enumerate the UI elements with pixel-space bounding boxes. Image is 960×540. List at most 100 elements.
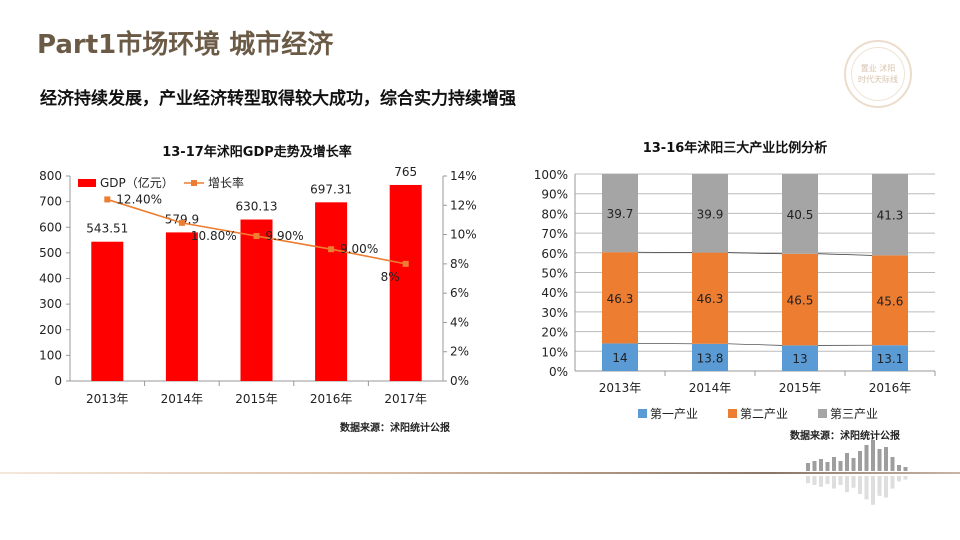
y-tick-label: 50% — [541, 267, 568, 281]
stacked-bar-segment — [872, 345, 908, 371]
x-tick-label: 2014年 — [689, 381, 732, 395]
skyline-reflection — [897, 476, 901, 482]
skyline-decoration — [806, 440, 908, 505]
legend-swatch — [728, 409, 737, 418]
seal-text-line: 置业 沭阳 — [860, 64, 896, 73]
skyline-reflection — [903, 476, 908, 480]
gdp-bar — [315, 202, 348, 381]
y-tick-label: 80% — [541, 207, 568, 221]
y-tick-label: 300 — [39, 297, 62, 311]
series-connector-line — [727, 343, 783, 346]
seal-text-line: 时代天际线 — [858, 75, 898, 84]
skyline-building — [838, 461, 843, 471]
growth-data-label: 10.80% — [191, 229, 237, 243]
gdp-bar — [240, 219, 273, 381]
skyline-reflection — [877, 476, 882, 496]
y-tick-label: 800 — [39, 169, 62, 183]
y2-tick-label: 2% — [450, 345, 469, 359]
skyline-reflection — [832, 476, 836, 489]
skyline-reflection — [845, 476, 849, 493]
y-tick-label: 100 — [39, 348, 62, 362]
stacked-bar-segment — [782, 253, 818, 346]
growth-marker — [328, 246, 335, 253]
growth-data-label: 9.90% — [266, 229, 304, 243]
legend-label: 第二产业 — [740, 407, 788, 421]
skyline-building — [825, 462, 830, 471]
skyline-building — [851, 458, 856, 471]
gdp-bar — [165, 232, 198, 381]
segment-data-label: 46.5 — [787, 294, 814, 308]
growth-data-label: 12.40% — [116, 192, 162, 206]
growth-marker — [402, 260, 409, 267]
x-tick-label: 2015年 — [235, 392, 278, 406]
segment-data-label: 46.3 — [607, 292, 634, 306]
gdp-data-label: 697.31 — [310, 182, 352, 196]
skyline-building — [903, 467, 908, 471]
skyline-reflection — [838, 476, 843, 485]
legend-gdp-swatch — [78, 179, 96, 187]
legend-growth-label: 增长率 — [208, 175, 244, 190]
gdp-data-label: 579.9 — [165, 212, 199, 226]
stacked-bar-segment — [692, 252, 728, 344]
industry-chart-source: 数据来源：沭阳统计公报 — [790, 431, 900, 442]
segment-data-label: 13.8 — [697, 351, 724, 365]
legend-growth-marker — [191, 180, 197, 186]
segment-data-label: 13 — [792, 352, 807, 366]
gdp-bar — [389, 184, 422, 381]
segment-data-label: 14 — [612, 351, 627, 365]
x-tick-label: 2016年 — [310, 392, 353, 406]
x-tick-label: 2017年 — [384, 392, 427, 406]
y2-tick-label: 8% — [450, 257, 469, 271]
skyline-reflection — [858, 476, 862, 494]
legend-swatch — [638, 409, 647, 418]
x-tick-label: 2016年 — [869, 381, 912, 395]
y-tick-label: 500 — [39, 246, 62, 260]
y-tick-label: 70% — [541, 227, 568, 241]
segment-data-label: 39.9 — [697, 207, 724, 221]
growth-data-label: 9.00% — [340, 242, 378, 256]
y-tick-label: 200 — [39, 323, 62, 337]
y2-tick-label: 6% — [450, 286, 469, 300]
brand-seal-logo: 置业 沭阳 时代天际线 — [844, 40, 912, 108]
stacked-bar-segment — [872, 255, 908, 346]
y-tick-label: 0 — [54, 374, 62, 388]
gdp-bar — [91, 241, 124, 381]
y2-tick-label: 12% — [450, 198, 477, 212]
skyline-building — [845, 453, 849, 471]
x-tick-label: 2013年 — [599, 381, 642, 395]
skyline-reflection — [825, 476, 830, 485]
skyline-building — [806, 463, 810, 471]
y2-tick-label: 10% — [450, 228, 477, 242]
stacked-bar-segment — [782, 345, 818, 371]
stacked-bar-segment — [602, 252, 638, 344]
skyline-building — [864, 445, 869, 471]
skyline-reflection — [864, 476, 869, 500]
segment-data-label: 41.3 — [877, 209, 904, 223]
y-tick-label: 90% — [541, 188, 568, 202]
skyline-reflection — [890, 476, 895, 489]
footer-divider — [0, 472, 960, 474]
y-tick-label: 0% — [549, 365, 568, 379]
chart-title: 13-17年沭阳GDP走势及增长率 — [162, 144, 352, 160]
y-tick-label: 60% — [541, 247, 568, 261]
stacked-bar-segment — [872, 174, 908, 256]
stacked-bar-segment — [602, 343, 638, 371]
y-tick-label: 20% — [541, 326, 568, 340]
series-connector-line — [817, 253, 873, 256]
industry-chart: 13-16年沭阳三大产业比例分析 0% 10% 20% 30% 40% 50% 60% 70% 8… — [534, 140, 936, 421]
skyline-building — [871, 440, 875, 471]
skyline-building — [858, 451, 862, 471]
stacked-bar-segment — [692, 174, 728, 253]
skyline-reflection — [851, 476, 856, 488]
legend-label: 第一产业 — [650, 407, 698, 421]
x-tick-label: 2014年 — [161, 392, 204, 406]
page-subtitle: 经济持续发展，产业经济转型取得较大成功，综合实力持续增强 — [40, 89, 516, 109]
y2-tick-label: 4% — [450, 315, 469, 329]
stacked-bar-segment — [602, 174, 638, 253]
legend-swatch — [818, 409, 827, 418]
y-tick-label: 400 — [39, 272, 62, 286]
legend-label: 第三产业 — [830, 407, 878, 421]
skyline-reflection — [806, 476, 810, 484]
skyline-reflection — [819, 476, 823, 487]
skyline-reflection — [871, 476, 875, 505]
